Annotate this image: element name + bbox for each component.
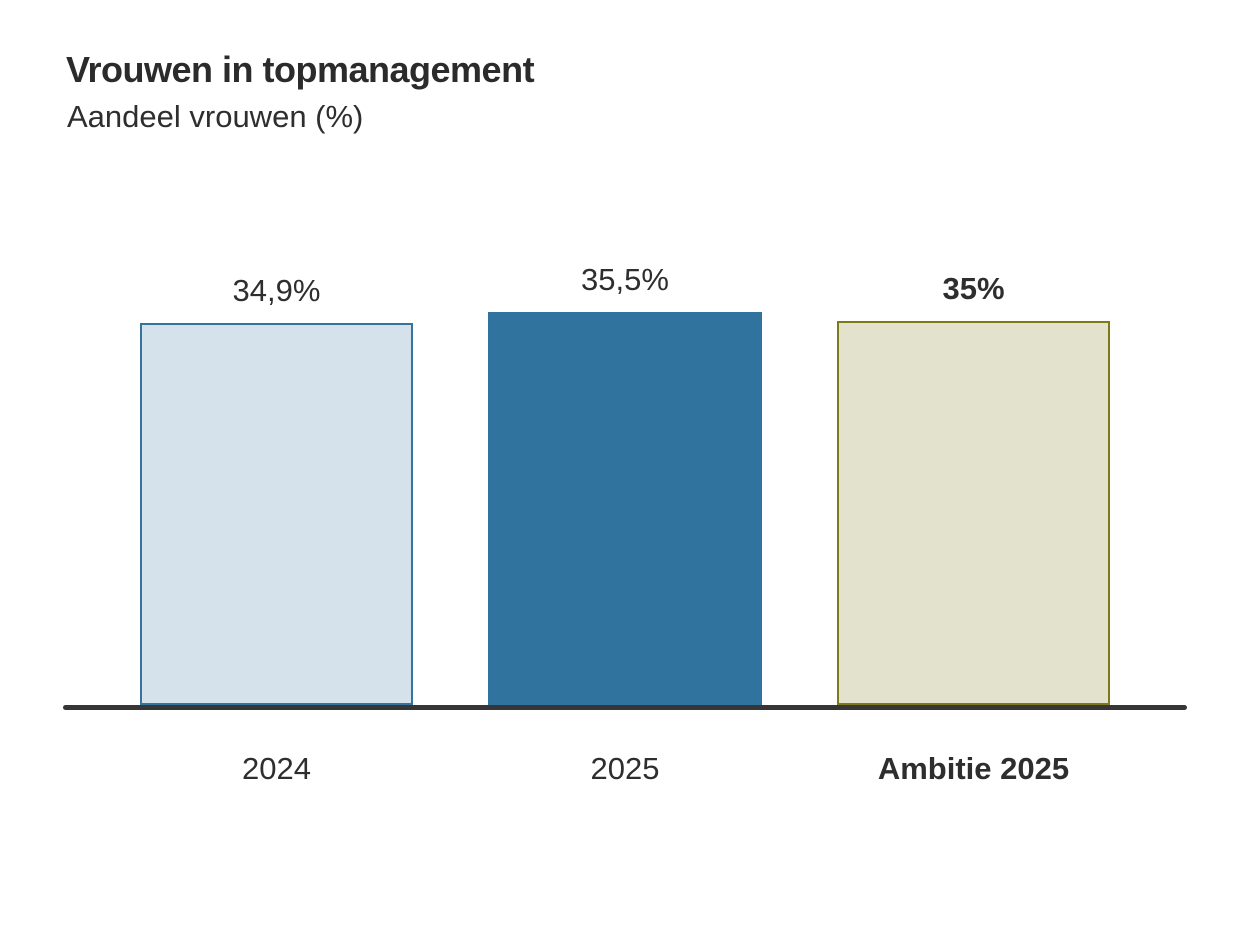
value-label-2025: 35,5% bbox=[581, 262, 669, 297]
x-axis-line bbox=[63, 705, 1187, 710]
bar-ambitie-2025 bbox=[837, 321, 1110, 705]
value-label-2024: 34,9% bbox=[232, 273, 321, 308]
bar-2025 bbox=[488, 312, 762, 705]
bar-2024 bbox=[140, 323, 413, 705]
x-label-2025: 2025 bbox=[590, 751, 660, 786]
x-label-ambitie-2025: Ambitie 2025 bbox=[877, 751, 1070, 786]
chart-title: Vrouwen in topmanagement bbox=[66, 49, 535, 90]
value-label-ambitie-2025: 35% bbox=[942, 271, 1005, 306]
chart-subtitle: Aandeel vrouwen (%) bbox=[67, 99, 364, 134]
x-label-2024: 2024 bbox=[242, 751, 311, 786]
